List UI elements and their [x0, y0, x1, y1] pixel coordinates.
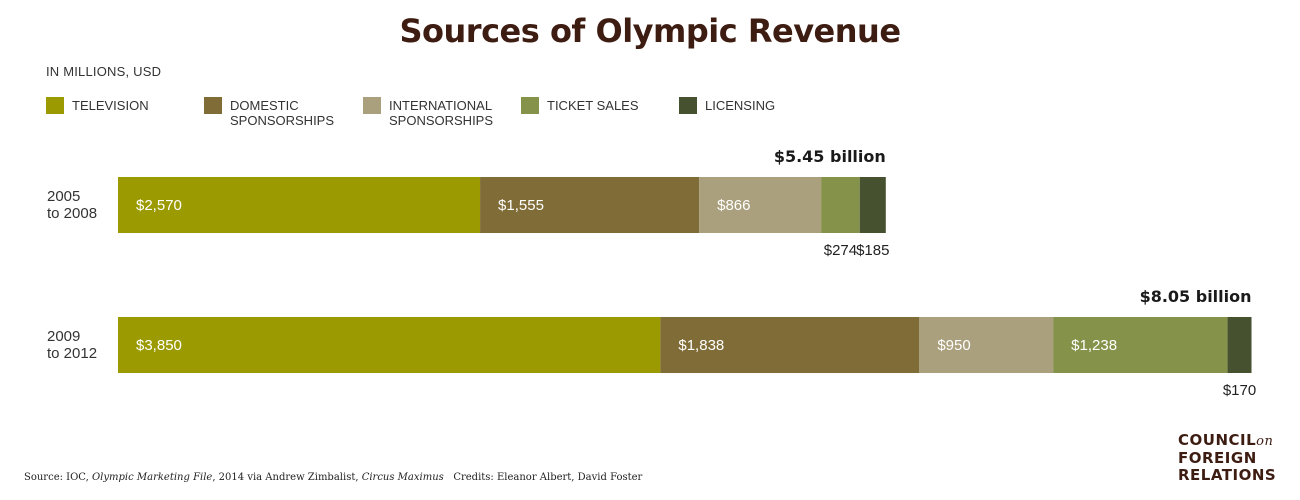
legend-swatch-licensing — [679, 97, 697, 114]
bar-international-sponsorships-0 — [699, 177, 822, 233]
legend-swatch-television — [46, 97, 64, 114]
logo-line-1: COUNCILon — [1178, 431, 1274, 450]
legend-label-licensing: LICENSING — [705, 98, 776, 113]
data-label-television-0: $2,570 — [136, 197, 182, 214]
legend-swatch-ticket-sales — [521, 97, 539, 114]
bar-ticket-sales-0 — [821, 177, 860, 233]
data-label-ticket-sales-1: $1,238 — [1071, 337, 1117, 354]
legend: TELEVISION DOMESTIC SPONSORSHIPS INTERNA… — [46, 96, 826, 136]
bar-television-1 — [118, 317, 661, 373]
source-mid: , 2014 via Andrew Zimbalist, — [212, 472, 362, 483]
source-prefix: Source: IOC, — [24, 472, 92, 483]
legend-swatch-domestic-sponsorships — [204, 97, 222, 114]
credits: Credits: Eleanor Albert, David Foster — [453, 472, 643, 483]
data-label-domestic-sponsorships-0: $1,555 — [498, 197, 544, 214]
legend-label-ticket-sales: TICKET SALES — [547, 98, 639, 113]
chart-title: Sources of Olympic Revenue — [399, 12, 901, 50]
bar-domestic-sponsorships-1 — [660, 317, 920, 373]
legend-label-domestic-sponsorships: DOMESTIC SPONSORSHIPS — [230, 98, 335, 128]
data-label-television-1: $3,850 — [136, 337, 182, 354]
bar-domestic-sponsorships-0 — [480, 177, 700, 233]
source-title: Olympic Marketing File — [91, 472, 213, 483]
source-book: Circus Maximus — [361, 472, 444, 483]
data-label-ticket-sales-0: $274 — [824, 242, 857, 259]
source-note: Source: IOC, Olympic Marketing File, 201… — [24, 472, 642, 483]
bar-television-0 — [118, 177, 481, 233]
category-label-1: 2009 to 2012 — [47, 328, 97, 362]
legend-label-television: TELEVISION — [72, 98, 149, 113]
data-label-international-sponsorships-1: $950 — [937, 337, 970, 354]
data-label-licensing-0: $185 — [856, 242, 889, 259]
chart-subtitle: IN MILLIONS, USD — [46, 64, 162, 79]
legend-swatch-international-sponsorships — [363, 97, 381, 114]
logo-line-3: RELATIONS — [1178, 466, 1277, 484]
logo-line-2: FOREIGN — [1178, 449, 1257, 467]
data-label-domestic-sponsorships-1: $1,838 — [678, 337, 724, 354]
bar-licensing-1 — [1227, 317, 1252, 373]
bar-international-sponsorships-1 — [919, 317, 1054, 373]
category-label-0: 2005 to 2008 — [47, 188, 97, 222]
bar-ticket-sales-1 — [1053, 317, 1228, 373]
legend-label-international-sponsorships: INTERNATIONAL SPONSORSHIPS — [389, 98, 494, 128]
data-label-international-sponsorships-0: $866 — [717, 197, 750, 214]
bar-licensing-0 — [859, 177, 886, 233]
cfr-logo: COUNCILon FOREIGN RELATIONS — [1178, 432, 1276, 484]
data-label-licensing-1: $170 — [1223, 382, 1256, 399]
total-label-0: $5.45 billion — [774, 147, 886, 166]
total-label-1: $8.05 billion — [1140, 287, 1252, 306]
